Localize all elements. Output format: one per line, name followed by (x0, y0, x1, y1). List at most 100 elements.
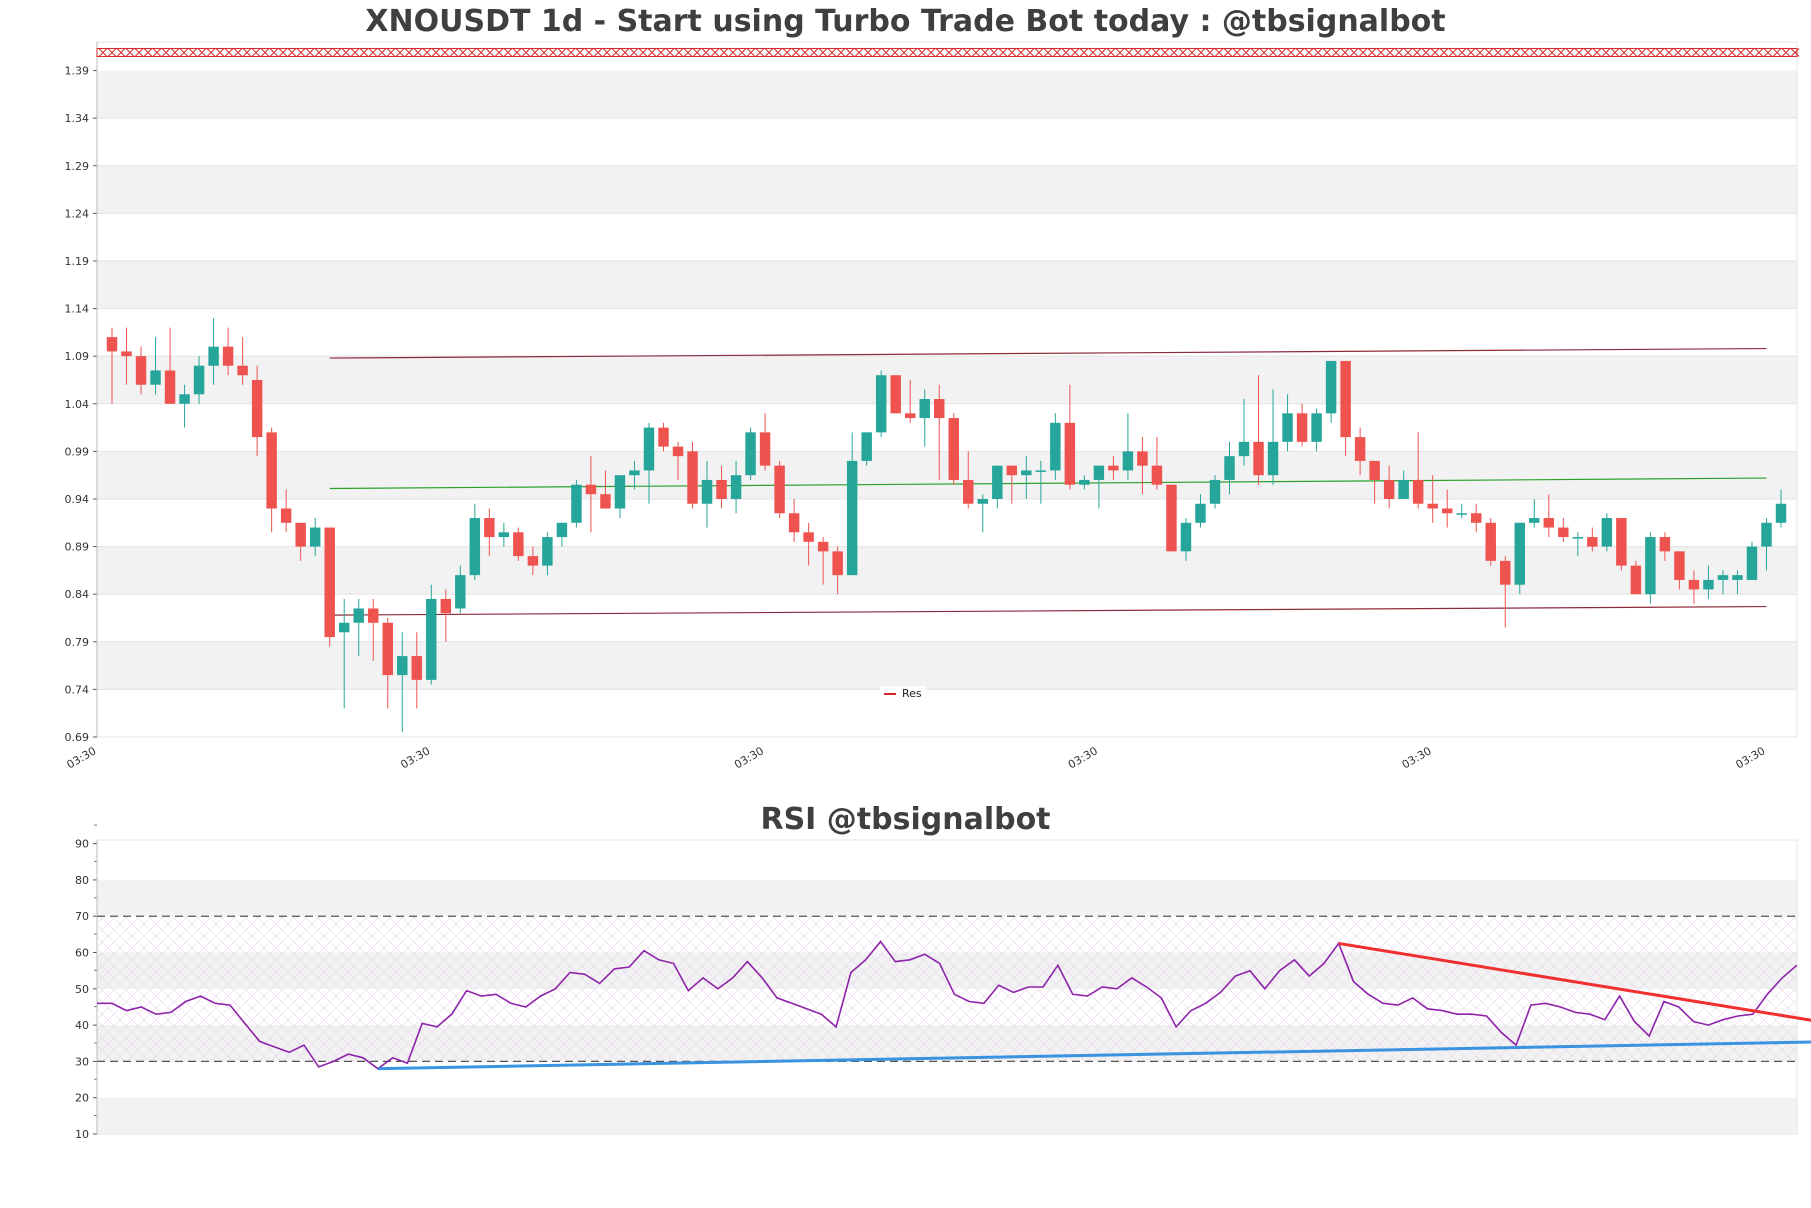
candle-body (890, 375, 901, 414)
resistance-marker (1007, 48, 1017, 57)
resistance-marker (1124, 48, 1134, 57)
main-chart-title: XNOUSDT 1d - Start using Turbo Trade Bot… (365, 4, 1446, 39)
candle (251, 365, 263, 457)
candle-body (1195, 503, 1206, 523)
resistance-marker (314, 48, 324, 57)
resistance-marker (1763, 48, 1773, 57)
candle-body (1151, 465, 1163, 485)
candle-body (513, 532, 524, 557)
candle (1296, 403, 1308, 447)
resistance-marker (701, 48, 711, 57)
resistance-marker (575, 48, 585, 57)
candle-body (1659, 537, 1671, 552)
candle-body (730, 475, 742, 499)
resistance-marker (1295, 48, 1305, 57)
candle-body (1732, 575, 1743, 580)
resistance-marker (260, 48, 270, 57)
candle-body (963, 479, 974, 504)
resistance-marker (1484, 48, 1494, 57)
y-tick-label: 80 (75, 874, 89, 887)
resistance-marker (1376, 48, 1386, 57)
resistance-marker (647, 48, 657, 57)
candle (963, 451, 974, 509)
candle-body (1122, 451, 1134, 471)
candle-body (571, 484, 582, 523)
candle (745, 427, 756, 480)
candle-body (106, 337, 118, 352)
candle-body (368, 608, 379, 623)
candle-body (455, 575, 466, 609)
y-tick-label: 1.04 (65, 398, 90, 411)
resistance-marker (1187, 48, 1197, 57)
candle-body (817, 541, 829, 552)
resistance-marker (1079, 48, 1089, 57)
resistance-marker (1106, 48, 1116, 57)
candle-body (1441, 508, 1453, 514)
candle-body (1166, 484, 1177, 552)
resistance-marker (1511, 48, 1521, 57)
candle-body (977, 498, 989, 504)
candle (1122, 413, 1134, 480)
candle (193, 356, 205, 404)
resistance-marker (1367, 48, 1377, 57)
y-tick-label: 50 (75, 983, 89, 996)
candle (1079, 475, 1090, 490)
candle (411, 632, 422, 709)
candle (368, 598, 379, 661)
resistance-marker (1169, 48, 1179, 57)
candle (1267, 389, 1279, 485)
resistance-marker (683, 48, 693, 57)
grid-band (97, 641, 1797, 690)
resistance-marker (323, 48, 333, 57)
candle (1180, 518, 1192, 561)
candle-body (411, 656, 422, 680)
resistance-marker (1619, 48, 1629, 57)
candle (1645, 532, 1656, 604)
candle-body (1500, 560, 1511, 585)
candle (1209, 475, 1221, 509)
resistance-marker (395, 48, 405, 57)
resistance-marker (422, 48, 432, 57)
y-tick-label: 10 (75, 1128, 89, 1141)
candle-body (280, 508, 292, 523)
candle-body (382, 622, 393, 676)
candle-body (1514, 522, 1525, 585)
resistance-marker (593, 48, 603, 57)
resistance-marker (737, 48, 747, 57)
candle (280, 489, 292, 533)
candle (788, 498, 800, 542)
resistance-marker (620, 48, 630, 57)
candle-body (542, 537, 553, 566)
resistance-marker (692, 48, 702, 57)
candle (1093, 465, 1105, 509)
candle (121, 327, 132, 385)
grid-band (97, 356, 1797, 404)
resistance-marker (485, 48, 495, 57)
resistance-marker (674, 48, 684, 57)
resistance-marker (1412, 48, 1422, 57)
resistance-marker (539, 48, 549, 57)
resistance-marker (746, 48, 756, 57)
candle-body (1398, 479, 1409, 499)
candle-body (1267, 441, 1279, 476)
candle (1775, 489, 1787, 528)
candle (977, 494, 989, 533)
y-tick-label: 70 (75, 910, 89, 923)
rsi-zone (97, 916, 1797, 1062)
candle-body (904, 413, 916, 419)
legend-swatch (884, 693, 896, 695)
resistance-marker (179, 48, 189, 57)
resistance-marker (584, 48, 594, 57)
resistance-marker (755, 48, 765, 57)
resistance-marker (512, 48, 522, 57)
candle-body (934, 399, 945, 419)
resistance-marker (377, 48, 387, 57)
resistance-marker (863, 48, 873, 57)
candle (498, 522, 510, 547)
rsi-chart-title: RSI @tbsignalbot (760, 802, 1051, 837)
resistance-marker (1772, 48, 1782, 57)
resistance-marker (1250, 48, 1260, 57)
candle-body (919, 399, 930, 419)
candle-body (1558, 527, 1569, 538)
resistance-marker (1133, 48, 1143, 57)
